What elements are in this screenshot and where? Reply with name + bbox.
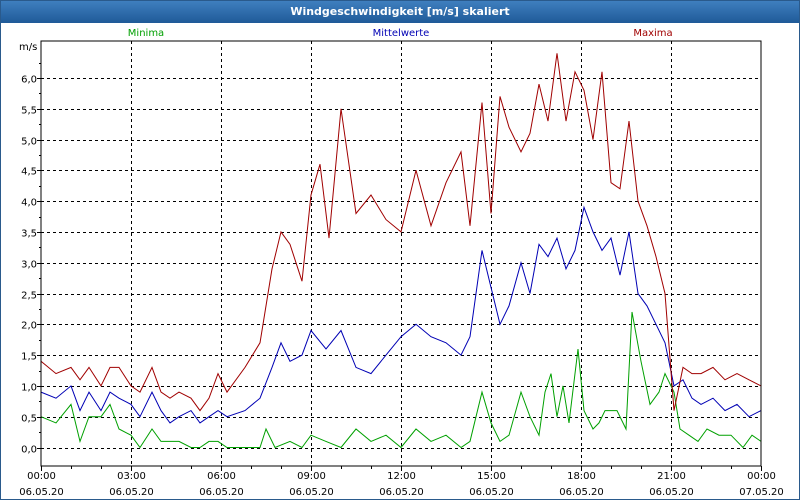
x-tick-time: 12:00 (387, 471, 416, 482)
series-lines (40, 53, 762, 449)
y-tick-label: 3,0 (21, 260, 37, 271)
x-tick-time: 00:00 (747, 471, 776, 482)
series-line-max (40, 53, 762, 412)
x-tick-date: 06.05.20 (559, 487, 604, 498)
grid (41, 41, 761, 466)
x-tick-date: 06.05.20 (379, 487, 424, 498)
y-tick-label: 1,0 (21, 383, 37, 394)
x-tick-date: 07.05.20 (739, 487, 784, 498)
wind-speed-chart: 0,0 0,5 1,0 1,5 2,0 2,5 3,0 3,5 4,0 4,5 5,0 5,5 6,0 m… (19, 28, 784, 498)
series-line-min (40, 311, 762, 449)
y-axis-label: m/s (19, 42, 37, 53)
y-tick-label: 2,5 (21, 291, 37, 302)
y-tick-label: 1,5 (21, 352, 37, 363)
y-tick-label: 0,5 (21, 414, 37, 425)
legend-max: Maxima (633, 28, 672, 39)
window-titlebar: Windgeschwindigkeit [m/s] skaliert (1, 1, 799, 23)
x-tick-time: 06:00 (207, 471, 236, 482)
x-tick-date: 06.05.20 (199, 487, 244, 498)
y-tick-label: 4,5 (21, 167, 37, 178)
y-tick-label: 5,0 (21, 137, 37, 148)
legend-mean: Mittelwerte (373, 28, 430, 39)
x-tick-date: 06.05.20 (649, 487, 694, 498)
axes: 0,0 0,5 1,0 1,5 2,0 2,5 3,0 3,5 4,0 4,5 5,0 5,5 6,0 m… (19, 40, 784, 498)
x-tick-date: 06.05.20 (109, 487, 154, 498)
y-tick-label: 3,5 (21, 229, 37, 240)
x-tick-time: 15:00 (477, 471, 506, 482)
x-tick-time: 21:00 (657, 471, 686, 482)
y-tick-label: 4,0 (21, 198, 37, 209)
x-tick-date: 06.05.20 (469, 487, 514, 498)
legend: Minima Mittelwerte Maxima (128, 28, 673, 39)
x-tick-time: 18:00 (567, 471, 596, 482)
y-tick-label: 5,5 (21, 106, 37, 117)
x-tick-time: 03:00 (117, 471, 146, 482)
x-tick-time: 09:00 (297, 471, 326, 482)
window-title: Windgeschwindigkeit [m/s] skaliert (290, 5, 510, 18)
y-tick-label: 6,0 (21, 75, 37, 86)
series-line-mean (40, 205, 762, 424)
legend-min: Minima (128, 28, 164, 39)
y-tick-label: 2,0 (21, 321, 37, 332)
y-tick-label: 0,0 (21, 445, 37, 456)
x-tick-date: 06.05.20 (289, 487, 334, 498)
x-tick-date: 06.05.20 (19, 487, 64, 498)
x-tick-time: 00:00 (27, 471, 56, 482)
